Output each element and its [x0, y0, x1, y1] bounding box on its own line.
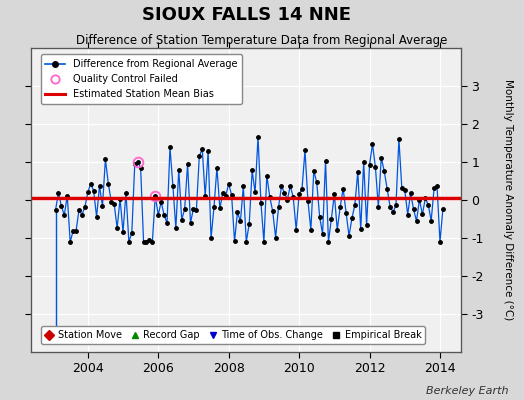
Text: Berkeley Earth: Berkeley Earth: [426, 386, 508, 396]
Text: Difference of Station Temperature Data from Regional Average: Difference of Station Temperature Data f…: [77, 34, 447, 47]
Legend: Station Move, Record Gap, Time of Obs. Change, Empirical Break: Station Move, Record Gap, Time of Obs. C…: [40, 326, 425, 344]
Y-axis label: Monthly Temperature Anomaly Difference (°C): Monthly Temperature Anomaly Difference (…: [504, 79, 514, 321]
Title: SIOUX FALLS 14 NNE: SIOUX FALLS 14 NNE: [142, 6, 351, 24]
